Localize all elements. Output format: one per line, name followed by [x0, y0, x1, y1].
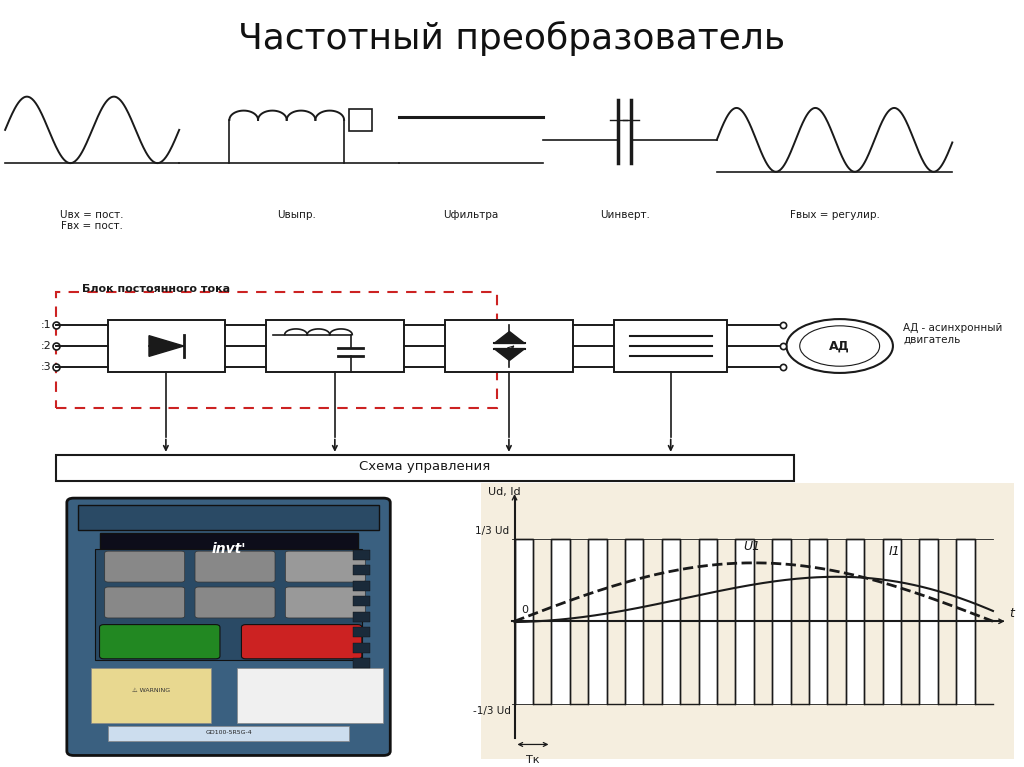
Text: :1: :1: [41, 321, 51, 331]
Circle shape: [786, 319, 893, 373]
Bar: [238, 668, 383, 723]
FancyBboxPatch shape: [99, 624, 220, 659]
Bar: [353, 550, 371, 560]
Bar: [56, 291, 497, 408]
Text: Ud, Id: Ud, Id: [487, 487, 520, 497]
Bar: [353, 658, 371, 668]
Bar: [353, 612, 371, 622]
Text: АД - асинхронный
двигатель: АД - асинхронный двигатель: [903, 323, 1002, 344]
Bar: [91, 668, 211, 723]
Text: Частотный преобразователь: Частотный преобразователь: [239, 21, 785, 56]
Bar: [108, 320, 225, 372]
Text: 0: 0: [521, 605, 527, 615]
Bar: [99, 533, 357, 574]
Polygon shape: [494, 331, 525, 344]
Text: :2: :2: [41, 341, 51, 351]
Bar: [353, 565, 371, 575]
Text: :3: :3: [41, 362, 51, 372]
Text: U1: U1: [743, 540, 761, 552]
FancyBboxPatch shape: [67, 498, 390, 755]
Text: Uфильтра: Uфильтра: [443, 209, 499, 219]
Bar: [445, 320, 573, 372]
Bar: [266, 320, 404, 372]
Bar: [95, 549, 361, 660]
Polygon shape: [494, 348, 525, 360]
FancyBboxPatch shape: [242, 624, 361, 659]
FancyBboxPatch shape: [286, 587, 366, 618]
Text: Блок постоянного тока: Блок постоянного тока: [82, 285, 230, 295]
FancyBboxPatch shape: [104, 587, 184, 618]
Bar: [349, 109, 372, 130]
Bar: [353, 581, 371, 591]
Polygon shape: [150, 336, 184, 357]
Text: Tк: Tк: [526, 755, 540, 765]
Text: Uинверт.: Uинверт.: [600, 209, 649, 219]
Text: 1/3 Ud: 1/3 Ud: [474, 526, 509, 536]
FancyBboxPatch shape: [104, 551, 184, 582]
Text: Схема управления: Схема управления: [359, 460, 490, 473]
Bar: [109, 726, 349, 741]
FancyBboxPatch shape: [286, 551, 366, 582]
Bar: [353, 627, 371, 637]
Bar: [134, 551, 220, 570]
Text: Uвыпр.: Uвыпр.: [278, 209, 316, 219]
Bar: [56, 455, 794, 481]
Text: invt': invt': [211, 542, 246, 557]
Text: АД: АД: [829, 340, 850, 353]
Text: GD100-5R5G-4: GD100-5R5G-4: [205, 730, 252, 736]
Text: -1/3 Ud: -1/3 Ud: [473, 706, 511, 716]
Text: t: t: [1010, 607, 1015, 620]
Text: Uвх = пост.
Fвх = пост.: Uвх = пост. Fвх = пост.: [60, 209, 124, 231]
FancyBboxPatch shape: [195, 587, 275, 618]
Bar: [614, 320, 727, 372]
Bar: [78, 505, 379, 530]
Bar: [353, 597, 371, 607]
Bar: [353, 643, 371, 653]
Text: ⚠ WARNING: ⚠ WARNING: [132, 688, 170, 693]
Text: I1: I1: [889, 545, 901, 558]
Text: Fвых = регулир.: Fвых = регулир.: [790, 209, 880, 219]
FancyBboxPatch shape: [195, 551, 275, 582]
